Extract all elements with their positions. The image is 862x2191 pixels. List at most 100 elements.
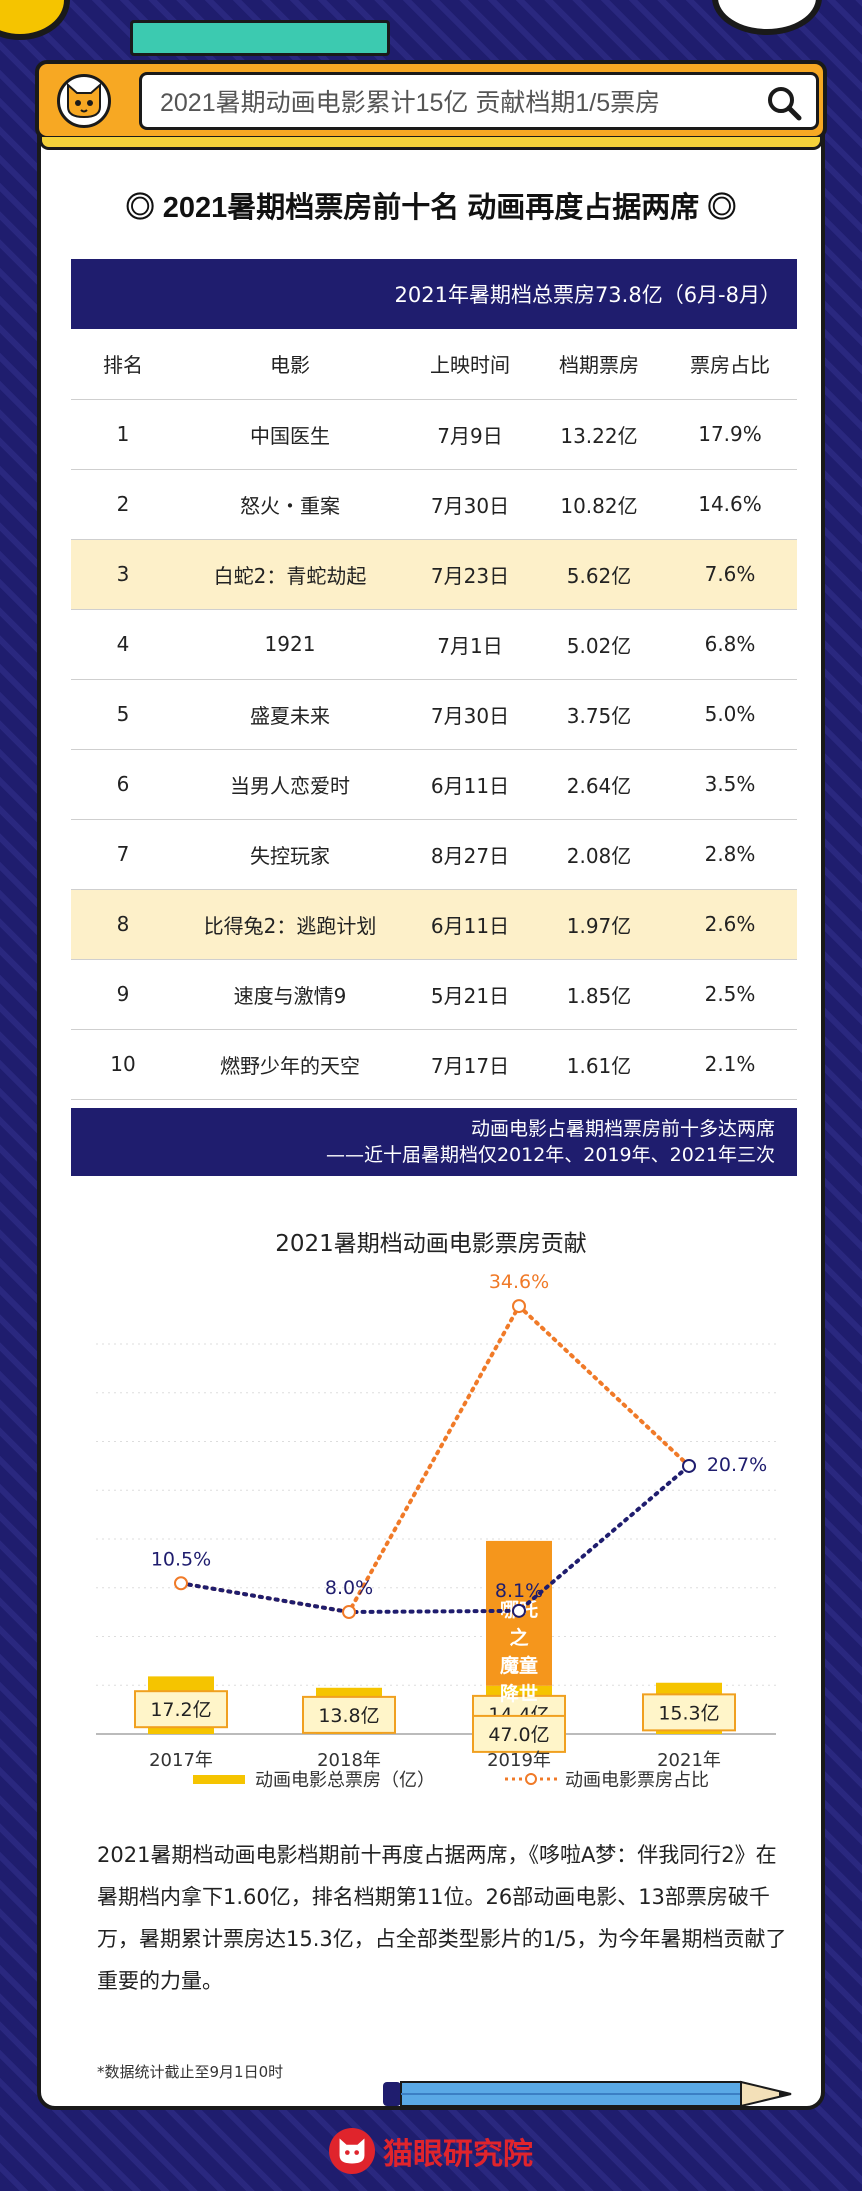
cell-date: 6月11日	[405, 889, 535, 960]
share-point	[682, 1458, 696, 1473]
cell-box: 5.02亿	[535, 609, 663, 680]
share-point	[174, 1576, 188, 1591]
cell-share: 2.5%	[663, 959, 797, 1030]
column-header: 上映时间	[405, 329, 535, 400]
decorative-circle-white	[712, 0, 822, 35]
cell-rank: 10	[71, 1029, 175, 1100]
cell-share: 2.1%	[663, 1029, 797, 1100]
cell-date: 7月17日	[405, 1029, 535, 1100]
cell-rank: 4	[71, 609, 175, 680]
table-row: 8 比得兔2：逃跑计划 6月11日 1.97亿 2.6%	[71, 889, 797, 960]
x-tick-label: 2021年	[657, 1750, 721, 1771]
cell-box: 1.85亿	[535, 959, 663, 1030]
table-row: 10 燃野少年的天空 7月17日 1.61亿 2.1%	[71, 1029, 797, 1100]
share-value-label: 10.5%	[151, 1548, 211, 1570]
table-footer-note: 动画电影占暑期档票房前十多达两席 ——近十届暑期档仅2012年、2019年、20…	[71, 1107, 797, 1176]
cell-share: 5.0%	[663, 679, 797, 750]
cell-share: 6.8%	[663, 609, 797, 680]
cell-film: 比得兔2：逃跑计划	[175, 889, 405, 960]
table-row: 6 当男人恋爱时 6月11日 2.64亿 3.5%	[71, 749, 797, 820]
brand-footer: 猫眼研究院	[0, 2128, 862, 2174]
pencil-decoration	[383, 2080, 792, 2108]
bar-value-box	[134, 1690, 228, 1729]
cell-box: 5.62亿	[535, 539, 663, 610]
cell-box: 2.08亿	[535, 819, 663, 890]
bar-value-label: 15.3亿	[658, 1702, 719, 1724]
x-tick-label: 2018年	[317, 1750, 381, 1771]
cell-rank: 9	[71, 959, 175, 1030]
decorative-circle-yellow	[0, 0, 70, 40]
cell-film: 1921	[175, 609, 405, 680]
highlight-value-label: 47.0亿	[488, 1724, 549, 1746]
cell-film: 盛夏未来	[175, 679, 405, 750]
excluding-share-label: 8.1%	[495, 1580, 543, 1602]
cell-box: 10.82亿	[535, 469, 663, 540]
search-input[interactable]: 2021暑期动画电影累计15亿 贡献档期1/5票房	[139, 72, 819, 130]
table-row: 7 失控玩家 8月27日 2.08亿 2.8%	[71, 819, 797, 890]
cell-film: 当男人恋爱时	[175, 749, 405, 820]
cell-box: 1.61亿	[535, 1029, 663, 1100]
highlight-value-box	[472, 1714, 566, 1753]
share-point	[342, 1605, 356, 1619]
share-line-excluding	[179, 1463, 691, 1615]
header-bar: 2021暑期动画电影累计15亿 贡献档期1/5票房	[35, 60, 827, 150]
excluding-share-point	[512, 1603, 526, 1618]
cell-share: 17.9%	[663, 399, 797, 470]
footer-line-1: 动画电影占暑期档票房前十多达两席	[470, 1117, 775, 1140]
cell-box: 1.97亿	[535, 889, 663, 960]
cell-date: 7月23日	[405, 539, 535, 610]
table-row: 3 白蛇2：青蛇劫起 7月23日 5.62亿 7.6%	[71, 539, 797, 610]
ranking-table: 2021年暑期档总票房73.8亿（6月-8月） 排名 电影 上映时间 档期票房 …	[71, 259, 797, 1176]
table-banner: 2021年暑期档总票房73.8亿（6月-8月）	[71, 259, 797, 329]
data-note: *数据统计截止至9月1日0时	[97, 2063, 284, 2081]
cell-film: 中国医生	[175, 399, 405, 470]
cell-rank: 5	[71, 679, 175, 750]
cell-film: 速度与激情9	[175, 959, 405, 1030]
cat-logo-icon	[57, 74, 111, 128]
table-row: 9 速度与激情9 5月21日 1.85亿 2.5%	[71, 959, 797, 1030]
bar-value-box	[302, 1695, 396, 1734]
chart-legend: 动画电影总票房（亿） 动画电影票房占比	[193, 1766, 709, 1792]
bar-value-label: 17.2亿	[150, 1699, 211, 1721]
cell-share: 14.6%	[663, 469, 797, 540]
highlight-film-name: 魔童	[500, 1654, 538, 1677]
cat-logo-icon	[329, 2128, 375, 2174]
chart-title: 2021暑期档动画电影票房贡献	[275, 1231, 587, 1257]
column-header: 电影	[175, 329, 405, 400]
legend-bar-swatch	[193, 1774, 245, 1784]
cell-rank: 6	[71, 749, 175, 820]
footer-line-2: ——近十届暑期档仅2012年、2019年、2021年三次	[325, 1143, 775, 1166]
cell-box: 3.75亿	[535, 679, 663, 750]
content-card: 2021暑期动画电影累计15亿 贡献档期1/5票房 ◎ 2021暑期档票房前十名…	[35, 60, 827, 2110]
share-value-label: 34.6%	[489, 1271, 549, 1293]
cell-date: 7月30日	[405, 679, 535, 750]
section-title: ◎ 2021暑期档票房前十名 动画再度占据两席 ◎	[125, 192, 737, 224]
x-tick-label: 2019年	[487, 1750, 551, 1771]
cell-date: 6月11日	[405, 749, 535, 820]
contribution-chart: 17.2亿13.8亿14.4亿哪吒之魔童降世47.0亿15.3亿10.5%8.0…	[96, 1271, 776, 1771]
cell-date: 7月30日	[405, 469, 535, 540]
cell-rank: 7	[71, 819, 175, 890]
column-header: 票房占比	[663, 329, 797, 400]
share-line	[179, 1302, 691, 1615]
cell-share: 3.5%	[663, 749, 797, 820]
table-row: 5 盛夏未来 7月30日 3.75亿 5.0%	[71, 679, 797, 750]
search-text: 2021暑期动画电影累计15亿 贡献档期1/5票房	[160, 89, 661, 117]
cell-date: 8月27日	[405, 819, 535, 890]
legend-label-box-office: 动画电影总票房（亿）	[255, 1770, 435, 1791]
decorative-ruler	[130, 20, 390, 56]
share-value-label: 20.7%	[707, 1454, 767, 1476]
bar-value-label: 13.8亿	[318, 1705, 379, 1727]
search-icon[interactable]	[764, 83, 804, 130]
cell-rank: 3	[71, 539, 175, 610]
cell-film: 怒火・重案	[175, 469, 405, 540]
cell-film: 白蛇2：青蛇劫起	[175, 539, 405, 610]
cell-date: 7月9日	[405, 399, 535, 470]
table-row: 4 1921 7月1日 5.02亿 6.8%	[71, 609, 797, 680]
table-row: 1 中国医生 7月9日 13.22亿 17.9%	[71, 399, 797, 470]
table-header-row: 排名 电影 上映时间 档期票房 票房占比	[71, 329, 797, 400]
cell-share: 2.8%	[663, 819, 797, 890]
cell-rank: 1	[71, 399, 175, 470]
cell-share: 2.6%	[663, 889, 797, 960]
cell-date: 7月1日	[405, 609, 535, 680]
